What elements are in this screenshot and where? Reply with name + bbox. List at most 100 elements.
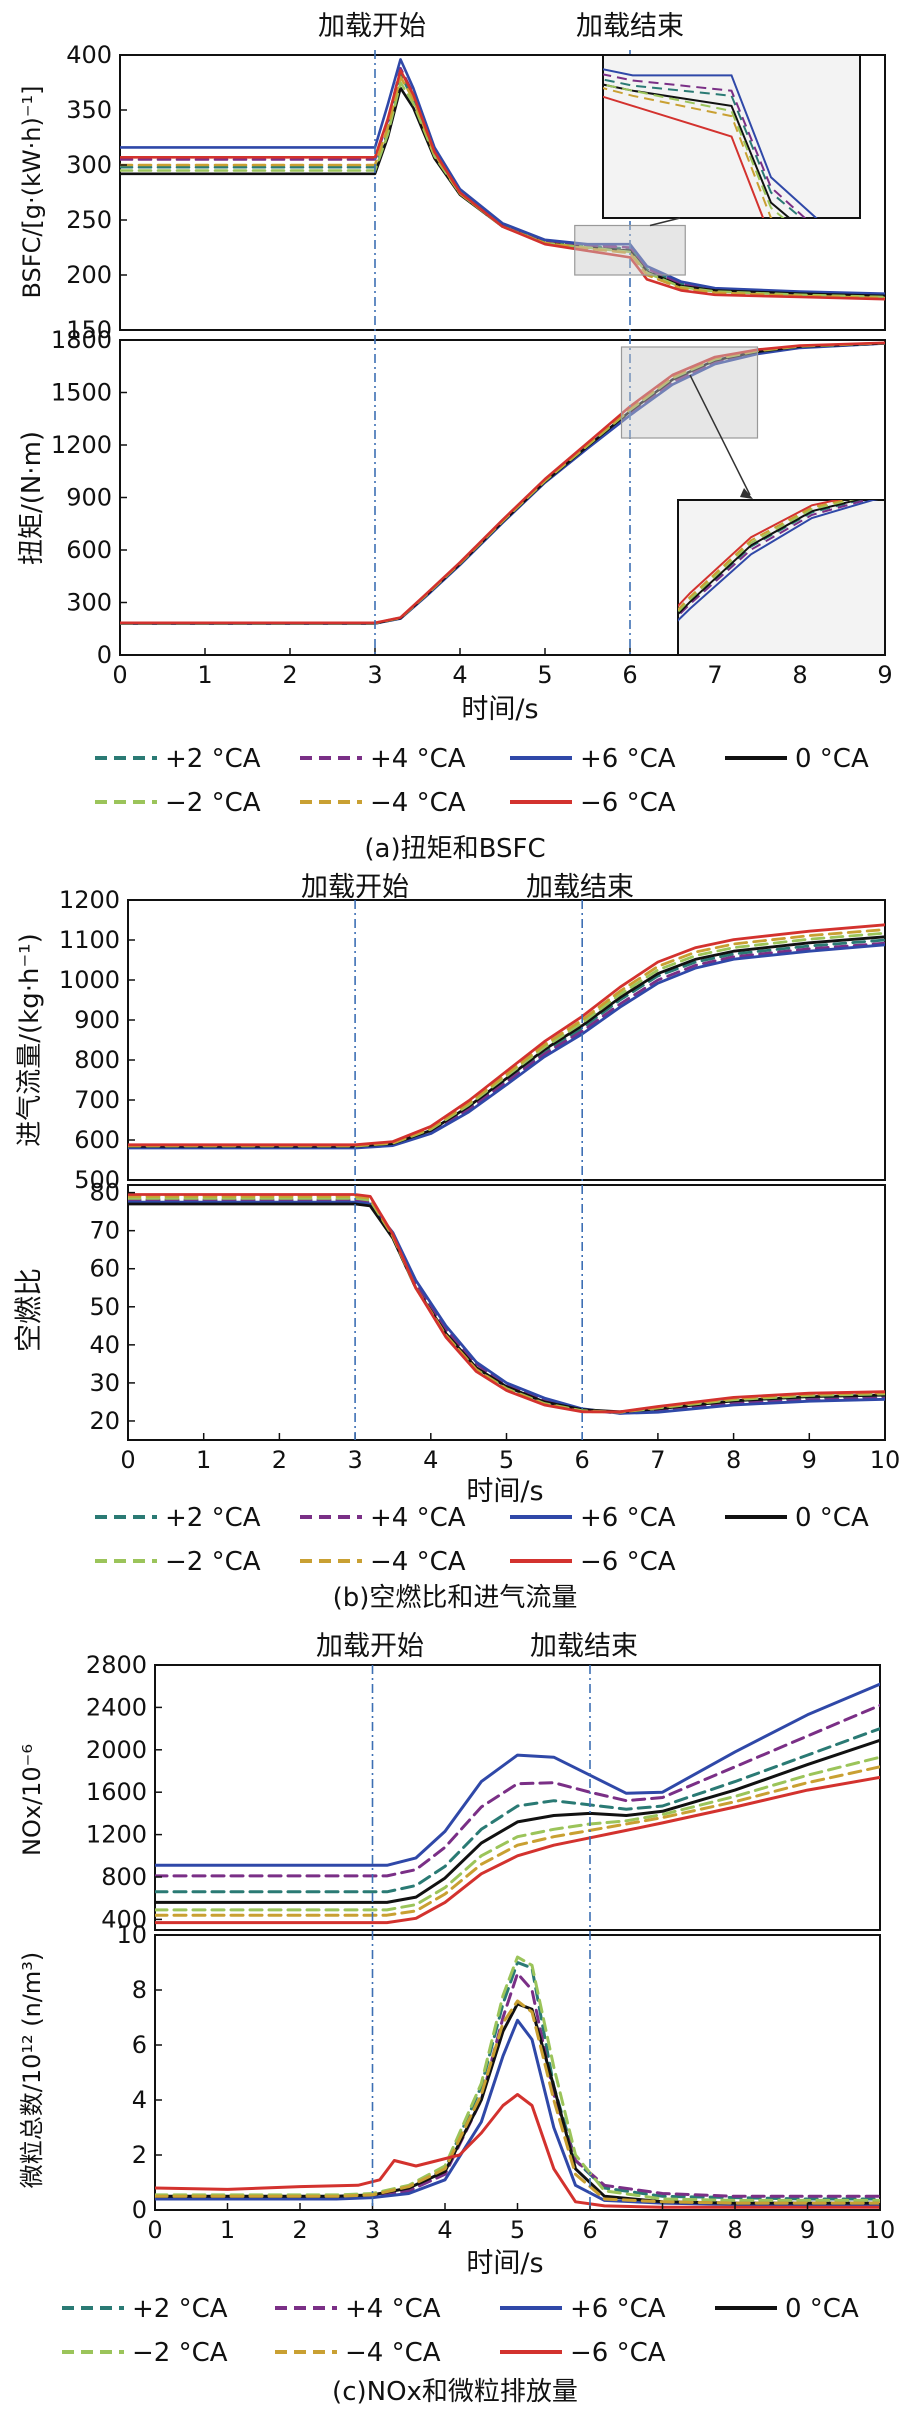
y-tick-label: 50 — [89, 1293, 120, 1321]
inset-connector — [689, 374, 751, 496]
y-tick-label: 250 — [66, 206, 112, 234]
y-tick-label: 1800 — [51, 326, 112, 354]
x-tick-label: 0 — [120, 1446, 135, 1474]
y-axis-label-air: 进气流量/(kg·h⁻¹) — [15, 933, 45, 1147]
x-tick-label: 7 — [650, 1446, 665, 1474]
legend-label: +2 °CA — [165, 744, 261, 774]
y-tick-label: 0 — [132, 2196, 147, 2224]
x-tick-label: 9 — [800, 2216, 815, 2244]
x-tick-label: 2 — [282, 661, 297, 689]
legend-item: −6 °CA — [510, 1547, 676, 1577]
x-tick-label: 10 — [865, 2216, 896, 2244]
series-line — [128, 1196, 885, 1414]
zoom-region-torque — [620, 346, 759, 439]
y-tick-label: 10 — [116, 1921, 147, 1949]
legend-item: −2 °CA — [95, 1547, 261, 1577]
y-tick-label: 300 — [66, 589, 112, 617]
series-line — [128, 1202, 885, 1414]
y-tick-label: 1200 — [59, 886, 120, 914]
y-tick-label: 2800 — [86, 1651, 147, 1679]
legend-item: −4 °CA — [300, 788, 466, 818]
annotation-load-start: 加载开始 — [301, 872, 409, 903]
x-tick-label: 5 — [537, 661, 552, 689]
series-line — [155, 1755, 880, 1912]
x-tick-label: 0 — [112, 661, 127, 689]
y-tick-label: 500 — [74, 1166, 120, 1194]
series-line — [120, 341, 885, 625]
legend-item: +4 °CA — [300, 744, 466, 774]
legend-label: −2 °CA — [165, 788, 261, 818]
series-line — [128, 1198, 885, 1414]
series-line — [155, 2018, 880, 2206]
plot-frame — [119, 54, 886, 331]
y-tick-label: 1500 — [51, 379, 112, 407]
y-tick-label: 30 — [89, 1369, 120, 1397]
y-tick-label: 8 — [132, 1976, 147, 2004]
series-line — [155, 1961, 880, 2201]
legend-label: −4 °CA — [370, 788, 466, 818]
plot-frame — [127, 899, 886, 1181]
y-tick-label: 1200 — [86, 1821, 147, 1849]
series-line — [155, 1682, 880, 1867]
y-tick-label: 800 — [74, 1046, 120, 1074]
legend-item: −2 °CA — [95, 788, 261, 818]
arrow-head — [740, 488, 753, 499]
annotation-load-end: 加载结束 — [526, 872, 634, 903]
series-line — [120, 69, 885, 301]
y-tick-label: 4 — [132, 2086, 147, 2114]
y-tick-label: 900 — [74, 1006, 120, 1034]
legend-label: +6 °CA — [580, 1503, 676, 1533]
y-tick-label: 0 — [97, 641, 112, 669]
y-tick-label: 900 — [66, 484, 112, 512]
y-axis-label-torque: 扭矩/(N·m) — [17, 431, 47, 565]
legend-item: −2 °CA — [62, 2338, 228, 2368]
series-line — [155, 1738, 880, 1904]
y-tick-label: 400 — [66, 41, 112, 69]
x-tick-label: 7 — [707, 661, 722, 689]
series-line — [155, 1972, 880, 2200]
series-group — [120, 341, 885, 625]
legend-item: 0 °CA — [725, 744, 869, 774]
series-group — [128, 1193, 885, 1415]
y-tick-label: 2400 — [86, 1693, 147, 1721]
legend-item: +6 °CA — [510, 744, 676, 774]
y-tick-label: 300 — [66, 151, 112, 179]
series-line — [128, 935, 885, 1148]
inset-series-line — [678, 500, 870, 618]
series-line — [128, 923, 885, 1147]
series-line — [128, 943, 885, 1150]
series-group — [120, 58, 885, 301]
x-tick-label: 4 — [452, 661, 467, 689]
legend-label: −4 °CA — [370, 1547, 466, 1577]
y-tick-label: 400 — [101, 1905, 147, 1933]
y-tick-label: 1100 — [59, 926, 120, 954]
annotation-load-start: 加载开始 — [318, 11, 426, 42]
caption-a: (a)扭矩和BSFC — [364, 834, 545, 864]
series-line — [120, 58, 885, 295]
y-tick-label: 80 — [89, 1179, 120, 1207]
series-group — [128, 923, 885, 1150]
legend-label: +2 °CA — [132, 2294, 228, 2324]
y-tick-label: 6 — [132, 2031, 147, 2059]
y-axis-label-pm: 微粒总数/10¹² (n/m³) — [18, 1952, 46, 2189]
y-tick-label: 2000 — [86, 1736, 147, 1764]
legend-label: +4 °CA — [345, 2294, 441, 2324]
y-tick-label: 150 — [66, 316, 112, 344]
legend-item: +4 °CA — [275, 2294, 441, 2324]
series-group — [155, 1955, 880, 2209]
x-tick-label: 2 — [272, 1446, 287, 1474]
series-line — [128, 931, 885, 1148]
caption-b: (b)空燃比和进气流量 — [333, 1583, 578, 1613]
caption-c: (c)NOx和微粒排放量 — [332, 2377, 578, 2407]
y-tick-label: 800 — [101, 1863, 147, 1891]
y-axis-label-afr: 空燃比 — [12, 1268, 45, 1352]
annotation-load-end: 加载结束 — [530, 1631, 638, 1662]
legend-item: +2 °CA — [62, 2294, 228, 2324]
annotation-load-end: 加载结束 — [576, 11, 684, 42]
legend-item: +6 °CA — [510, 1503, 676, 1533]
x-axis-label: 时间/s — [466, 1476, 543, 1507]
plot-frame — [154, 1664, 881, 1931]
legend-label: +4 °CA — [370, 1503, 466, 1533]
